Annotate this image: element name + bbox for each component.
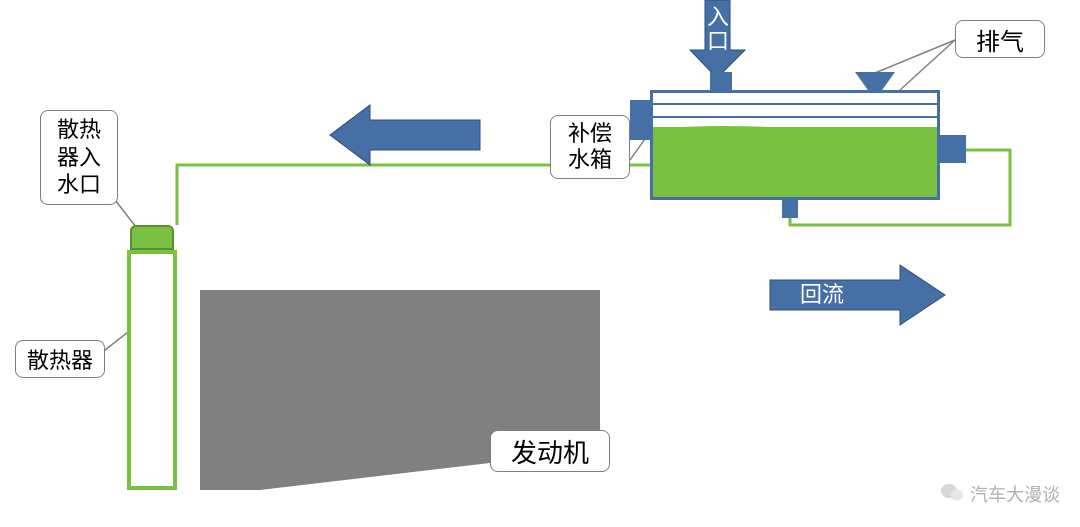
inlet-label: 入口 bbox=[700, 5, 732, 59]
compensation-tank bbox=[650, 90, 940, 200]
radiator-cap bbox=[130, 225, 174, 250]
wechat-icon bbox=[940, 482, 964, 507]
tank-left-fitting bbox=[630, 100, 652, 140]
return-flow-text: 回流 bbox=[800, 282, 844, 307]
tank-cap bbox=[710, 72, 732, 92]
callout-exhaust-line bbox=[870, 40, 955, 90]
engine-label: 发动机 bbox=[490, 430, 610, 472]
radiator-label: 散热器 bbox=[15, 340, 105, 378]
radiator-inlet-label: 散热 器入 水口 bbox=[40, 110, 118, 205]
radiator-body bbox=[127, 250, 177, 490]
flow-left-arrow bbox=[330, 105, 480, 165]
comp-tank-label: 补偿 水箱 bbox=[550, 115, 630, 179]
tank-air-gap bbox=[653, 103, 937, 118]
tank-right-fitting bbox=[938, 135, 966, 163]
watermark: 汽车大漫谈 bbox=[940, 481, 1060, 507]
tank-fluid bbox=[653, 127, 937, 197]
tank-drain bbox=[782, 198, 798, 218]
return-flow-arrow bbox=[770, 265, 945, 325]
exhaust-label: 排气 bbox=[955, 20, 1045, 58]
